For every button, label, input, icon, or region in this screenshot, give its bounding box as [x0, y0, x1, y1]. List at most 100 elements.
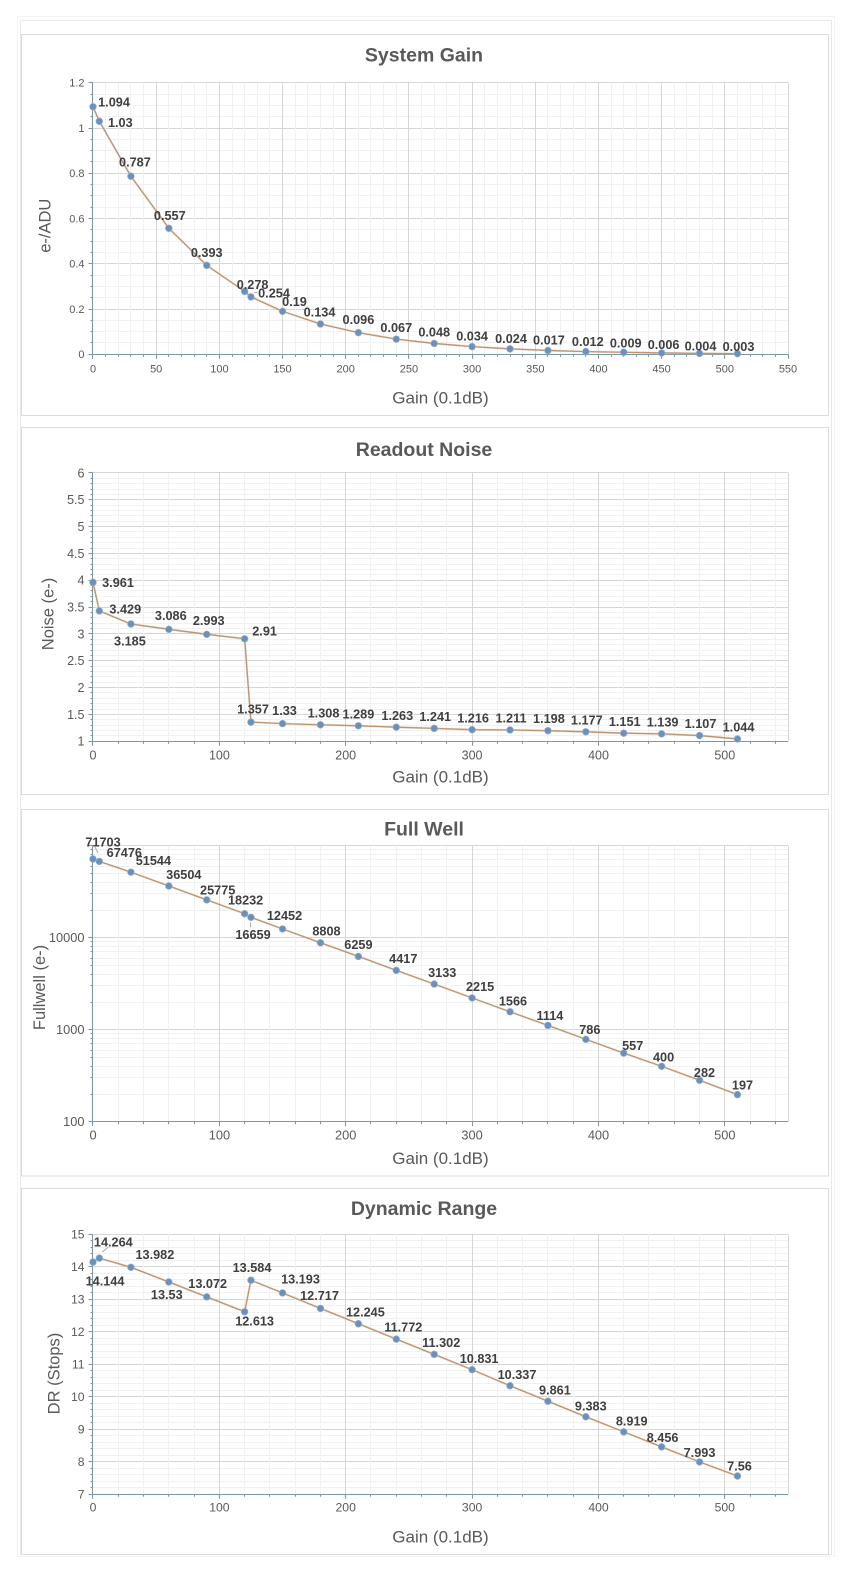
svg-text:3.429: 3.429	[109, 603, 141, 617]
svg-text:0: 0	[89, 1128, 96, 1143]
svg-text:67476: 67476	[107, 846, 142, 860]
svg-text:1114: 1114	[536, 1009, 563, 1023]
svg-text:Gain (0.1dB): Gain (0.1dB)	[392, 768, 488, 787]
svg-text:5: 5	[78, 520, 85, 534]
svg-text:0.009: 0.009	[610, 336, 642, 350]
svg-text:10: 10	[71, 1390, 85, 1404]
svg-text:550: 550	[779, 363, 797, 375]
svg-text:1.263: 1.263	[381, 709, 413, 723]
svg-text:12.613: 12.613	[235, 1314, 274, 1328]
svg-text:100: 100	[209, 1128, 230, 1143]
svg-text:18232: 18232	[228, 893, 263, 907]
svg-text:400: 400	[589, 363, 607, 375]
svg-text:300: 300	[461, 1128, 482, 1143]
svg-text:50: 50	[150, 363, 162, 375]
svg-text:2.993: 2.993	[193, 614, 225, 628]
svg-text:13.982: 13.982	[135, 1248, 174, 1262]
svg-text:2.91: 2.91	[252, 624, 277, 638]
svg-text:5.5: 5.5	[67, 493, 84, 507]
svg-text:3.185: 3.185	[114, 635, 146, 649]
svg-text:1: 1	[78, 123, 84, 135]
svg-text:400: 400	[588, 748, 609, 762]
svg-text:0: 0	[90, 748, 97, 762]
svg-text:1.211: 1.211	[495, 712, 526, 726]
svg-text:2.5: 2.5	[67, 654, 84, 668]
svg-text:7: 7	[78, 1488, 85, 1502]
svg-text:0.096: 0.096	[343, 313, 375, 327]
svg-text:Readout Noise: Readout Noise	[356, 439, 493, 461]
svg-text:14: 14	[71, 1260, 85, 1274]
svg-text:13: 13	[71, 1293, 85, 1307]
svg-text:9.383: 9.383	[575, 1399, 607, 1413]
svg-text:0: 0	[90, 363, 96, 375]
svg-text:0.6: 0.6	[69, 214, 84, 226]
svg-text:1.289: 1.289	[343, 707, 375, 721]
svg-text:100: 100	[209, 748, 230, 762]
svg-text:1.357: 1.357	[237, 703, 269, 717]
svg-text:6: 6	[78, 466, 85, 480]
svg-text:12452: 12452	[267, 909, 302, 923]
svg-text:0.278: 0.278	[237, 278, 269, 292]
svg-text:3.086: 3.086	[155, 609, 187, 623]
svg-text:11.772: 11.772	[384, 1321, 422, 1335]
svg-text:12: 12	[71, 1325, 85, 1339]
svg-text:0: 0	[78, 349, 84, 361]
svg-text:25775: 25775	[200, 883, 235, 897]
svg-text:0.048: 0.048	[418, 326, 450, 340]
svg-text:300: 300	[463, 363, 481, 375]
svg-text:11: 11	[72, 1358, 85, 1372]
svg-text:500: 500	[716, 363, 734, 375]
svg-text:150: 150	[273, 363, 291, 375]
svg-text:1000: 1000	[56, 1022, 84, 1037]
svg-text:0.134: 0.134	[304, 306, 336, 320]
svg-text:0.006: 0.006	[648, 338, 680, 352]
svg-text:400: 400	[588, 1128, 609, 1143]
svg-text:12.717: 12.717	[300, 1289, 339, 1303]
svg-text:9: 9	[78, 1423, 85, 1437]
svg-text:System Gain: System Gain	[365, 44, 483, 66]
svg-text:1566: 1566	[499, 994, 527, 1008]
svg-text:9.861: 9.861	[539, 1383, 571, 1397]
svg-text:16659: 16659	[235, 928, 270, 942]
svg-text:1.33: 1.33	[272, 704, 297, 718]
svg-text:200: 200	[337, 363, 355, 375]
svg-text:450: 450	[652, 363, 670, 375]
svg-text:557: 557	[622, 1039, 643, 1053]
svg-text:13.53: 13.53	[151, 1288, 183, 1302]
svg-text:7.993: 7.993	[684, 1446, 716, 1460]
svg-text:Gain (0.1dB): Gain (0.1dB)	[392, 389, 488, 408]
svg-text:100: 100	[210, 363, 228, 375]
svg-text:8.456: 8.456	[647, 1431, 679, 1445]
svg-text:Gain (0.1dB): Gain (0.1dB)	[392, 1149, 488, 1168]
svg-text:0: 0	[90, 1501, 97, 1515]
svg-text:0.8: 0.8	[69, 168, 84, 180]
svg-text:1.107: 1.107	[685, 717, 717, 731]
svg-text:1.139: 1.139	[647, 715, 679, 729]
svg-text:3: 3	[78, 627, 85, 641]
svg-text:8808: 8808	[312, 924, 340, 938]
svg-text:8: 8	[78, 1455, 85, 1469]
svg-text:4: 4	[78, 574, 85, 588]
svg-text:197: 197	[732, 1079, 753, 1093]
svg-text:1.044: 1.044	[723, 721, 755, 735]
svg-text:1.094: 1.094	[98, 95, 130, 109]
svg-text:14.144: 14.144	[86, 1275, 125, 1289]
svg-text:400: 400	[653, 1050, 674, 1064]
svg-text:11.302: 11.302	[422, 1336, 460, 1350]
svg-text:13.584: 13.584	[233, 1261, 272, 1275]
svg-text:0.012: 0.012	[572, 335, 604, 349]
svg-text:2215: 2215	[466, 980, 494, 994]
svg-text:Fullwell (e-): Fullwell (e-)	[31, 945, 49, 1030]
svg-text:300: 300	[462, 1501, 483, 1515]
svg-text:0.004: 0.004	[685, 340, 717, 354]
svg-text:1.198: 1.198	[533, 712, 565, 726]
svg-text:0.557: 0.557	[154, 209, 186, 223]
svg-text:6259: 6259	[344, 938, 372, 952]
svg-text:282: 282	[694, 1066, 715, 1080]
svg-text:0.067: 0.067	[380, 321, 412, 335]
svg-text:1.151: 1.151	[609, 715, 641, 729]
svg-text:0.19: 0.19	[282, 295, 307, 309]
svg-text:14.264: 14.264	[94, 1236, 133, 1250]
svg-text:0.034: 0.034	[456, 330, 488, 344]
svg-text:1.308: 1.308	[308, 706, 340, 720]
